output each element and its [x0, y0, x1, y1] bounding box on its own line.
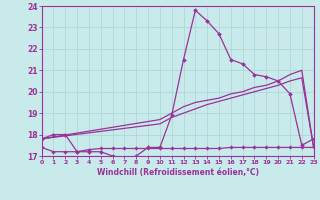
X-axis label: Windchill (Refroidissement éolien,°C): Windchill (Refroidissement éolien,°C)	[97, 168, 259, 177]
